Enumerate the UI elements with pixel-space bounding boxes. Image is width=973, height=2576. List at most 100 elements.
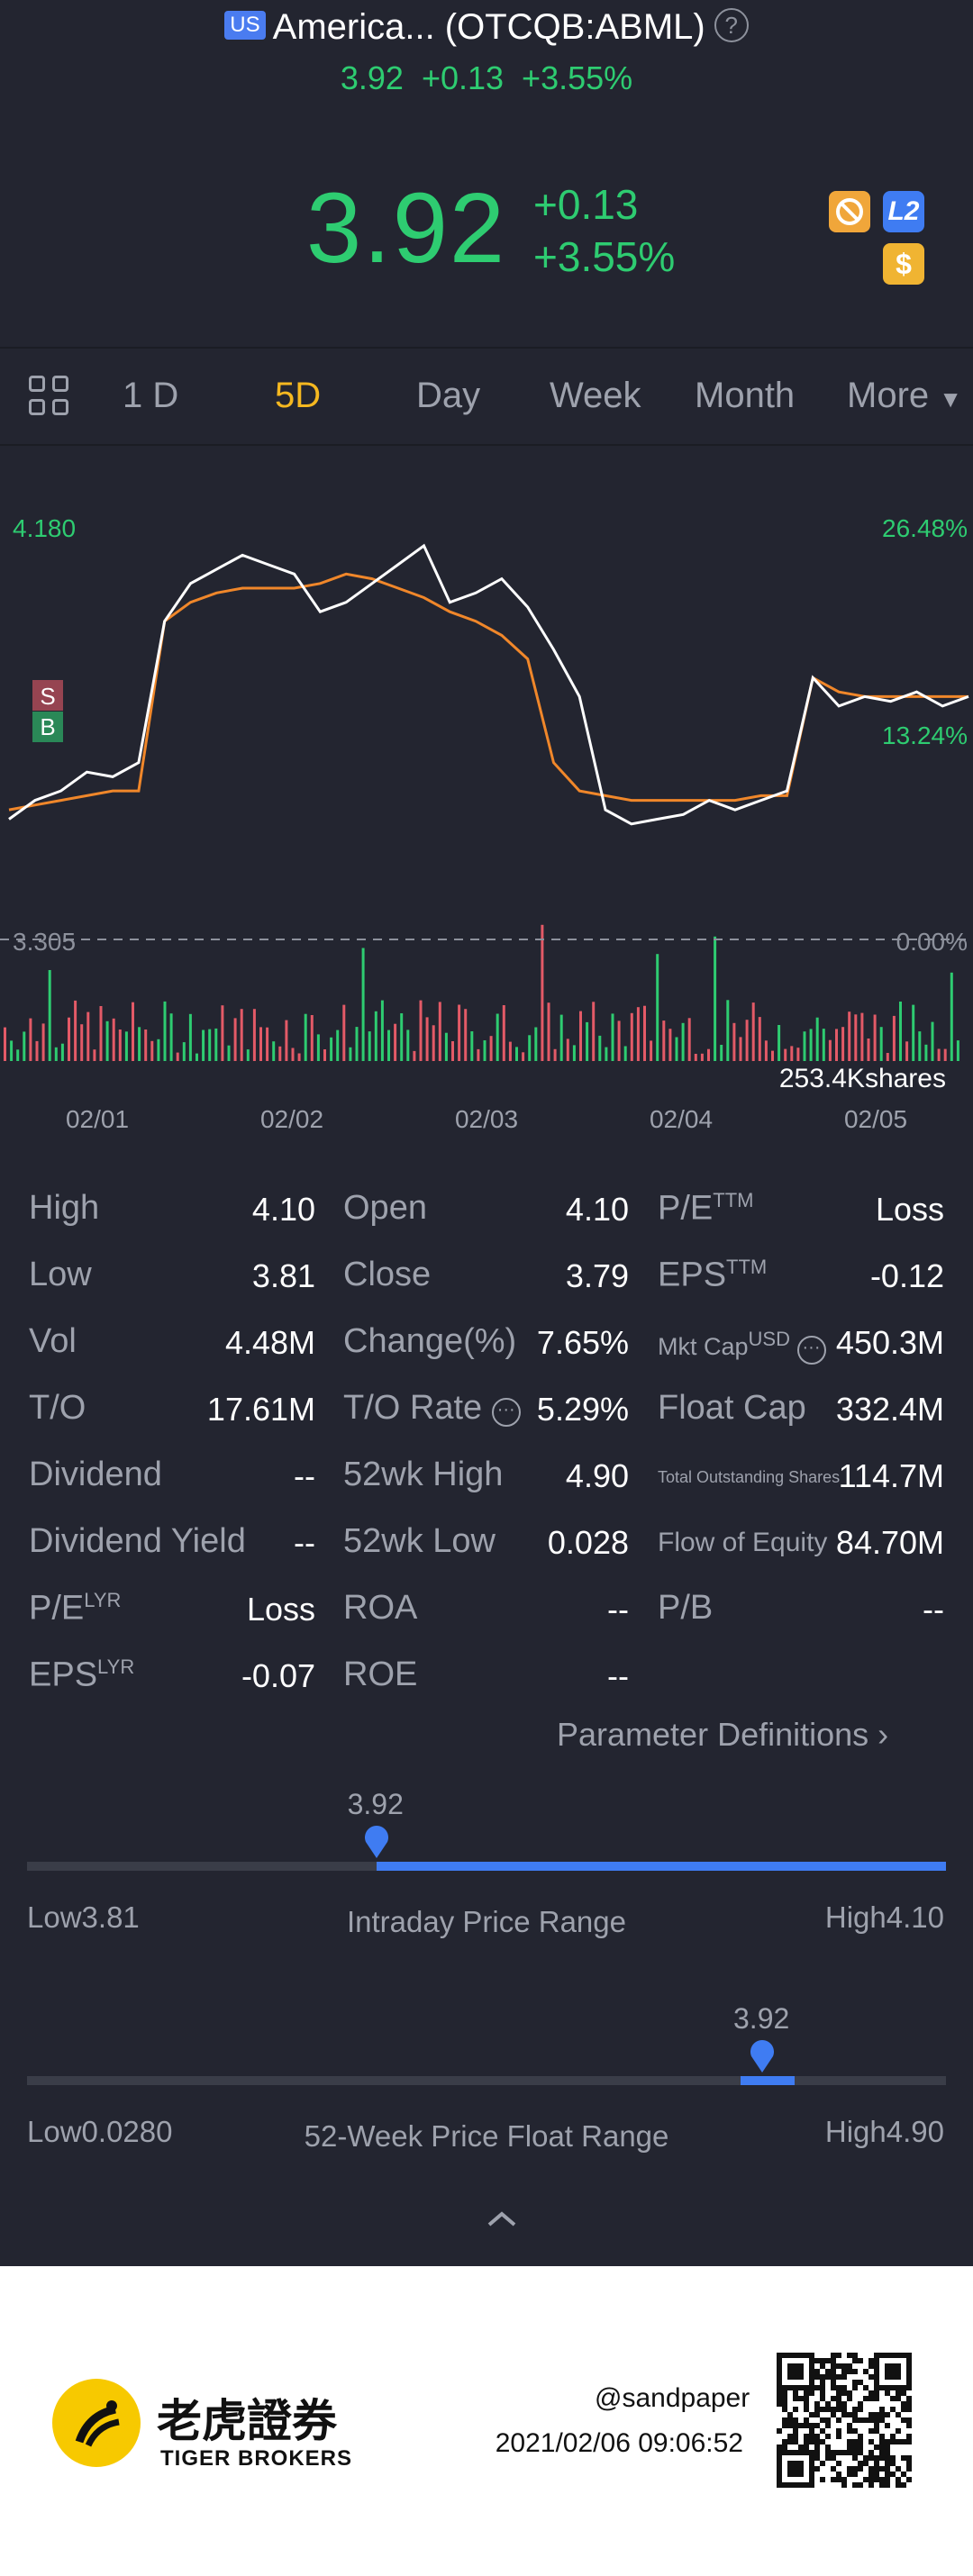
price-change: +0.13 — [533, 181, 639, 228]
volume-bar — [60, 1043, 64, 1061]
sell-marker-label: S — [40, 683, 55, 710]
volume-bar — [899, 1002, 902, 1061]
volume-bar — [867, 1039, 870, 1061]
stat-label-float-cap: Float Cap — [658, 1389, 806, 1427]
volume-bar — [163, 1001, 167, 1061]
volume-bar — [784, 1048, 787, 1061]
more-info-icon[interactable]: ··· — [796, 1336, 826, 1365]
volume-bar — [438, 1002, 441, 1061]
tab-5d[interactable]: 5D — [275, 376, 322, 415]
trade-markers: S B — [32, 680, 63, 742]
volume-bar — [586, 1021, 589, 1061]
stat-value-high: 4.10 — [251, 1191, 315, 1228]
header-change-pct: +3.55% — [522, 59, 633, 96]
volume-bar — [68, 1017, 70, 1061]
parameter-definitions-link[interactable]: Parameter Definitions › — [557, 1716, 888, 1754]
stat-value-total-shares: 114.7M — [838, 1457, 944, 1494]
volume-bar — [10, 1040, 14, 1061]
stat-label-eps-lyr: EPSLYR — [29, 1655, 134, 1695]
volume-bar — [124, 1031, 128, 1061]
stat-value-eps-ttm: -0.12 — [869, 1257, 944, 1294]
week52-fill — [741, 2076, 795, 2085]
volume-bar — [854, 1014, 858, 1061]
tab-more[interactable]: More ▼ — [847, 376, 962, 416]
week52-low-label: Low — [27, 2115, 82, 2148]
header-price: 3.92 — [340, 59, 404, 96]
volume-bar — [828, 1039, 832, 1061]
volume-bar — [380, 1000, 384, 1061]
volume-bar — [860, 1012, 864, 1061]
volume-bar — [496, 1013, 499, 1061]
volume-bar — [528, 1035, 532, 1061]
volume-bar — [931, 1021, 934, 1061]
price-chart[interactable]: S B 4.180 3.305 26.48% 13.24% 0.00% 253.… — [0, 450, 973, 1135]
intraday-low-label: Low — [27, 1900, 82, 1934]
volume-bar — [636, 1007, 640, 1061]
stat-label-pe-ttm: P/ETTM — [658, 1189, 753, 1229]
volume-bar — [355, 1027, 359, 1061]
volume-bar — [132, 1002, 134, 1061]
volume-bar — [138, 1027, 141, 1061]
stat-value-eps-lyr: -0.07 — [241, 1657, 315, 1694]
volume-bar — [777, 1025, 781, 1061]
volume-bar — [822, 1029, 825, 1061]
volume-bar — [144, 1029, 148, 1061]
tab-month[interactable]: Month — [695, 376, 796, 415]
volume-bar — [342, 1004, 346, 1061]
stat-value-roe: -- — [607, 1657, 629, 1694]
volume-bar — [707, 1048, 710, 1061]
stat-value-open: 4.10 — [565, 1191, 629, 1228]
volume-bar — [848, 1011, 851, 1061]
stat-value-pb: -- — [923, 1591, 944, 1628]
level2-icon[interactable]: L2 — [883, 191, 924, 232]
volume-bar — [4, 1027, 6, 1061]
intraday-low: Low3.81 — [27, 1900, 140, 1935]
stat-value-flow-equity: 84.70M — [835, 1524, 944, 1561]
volume-bar — [796, 1048, 800, 1061]
no-short-icon[interactable] — [829, 191, 870, 232]
volume-bar — [278, 1046, 282, 1061]
volume-bar — [310, 1015, 314, 1061]
volume-bar — [739, 1037, 742, 1061]
volume-bar — [233, 1018, 237, 1061]
stat-value-to: 17.61M — [206, 1391, 315, 1428]
tab-day[interactable]: Day — [416, 376, 481, 415]
tab-1d[interactable]: 1 D — [123, 376, 179, 415]
volume-bar — [681, 1022, 685, 1061]
week52-high: High4.90 — [766, 2115, 944, 2149]
volume-bar — [956, 1040, 959, 1061]
stock-title: America... (OTCQB:ABML) — [272, 7, 705, 47]
volume-bar — [48, 970, 51, 1061]
week52-title: 52-Week Price Float Range — [304, 2119, 669, 2153]
y-label-pct-high: 26.48% — [882, 514, 968, 542]
volume-bar — [285, 1020, 288, 1061]
chevron-up-icon[interactable] — [484, 2207, 520, 2230]
volume-bar — [464, 1009, 468, 1061]
stat-value-close: 3.79 — [565, 1257, 629, 1294]
stat-value-roa: -- — [607, 1591, 629, 1628]
more-info-icon[interactable]: ··· — [491, 1398, 521, 1427]
x-label-0201: 02/01 — [66, 1105, 129, 1133]
question-circle-icon[interactable]: ? — [714, 8, 749, 42]
dollar-icon[interactable]: $ — [883, 243, 924, 285]
intraday-high-label: High — [824, 1900, 887, 1934]
volume-bar — [522, 1052, 525, 1061]
volume-bar — [291, 1048, 295, 1061]
volume-bar — [444, 1032, 448, 1061]
volume-bar — [572, 1045, 576, 1061]
volume-bar — [918, 1031, 922, 1061]
stat-value-vol: 4.48M — [224, 1324, 315, 1361]
volume-bar — [336, 1029, 340, 1061]
volume-bar — [541, 924, 544, 1061]
week52-current-value: 3.92 — [733, 2002, 790, 2035]
volume-bar — [458, 1004, 461, 1061]
stat-label-roe: ROE — [343, 1655, 418, 1693]
week52-high-label: High — [824, 2115, 887, 2148]
volume-bar — [483, 1040, 486, 1061]
location-pin-icon — [364, 1826, 388, 1858]
grid-icon[interactable] — [29, 376, 70, 417]
tab-week[interactable]: Week — [550, 376, 641, 415]
brand-name-cn: 老虎證券 — [157, 2396, 337, 2446]
volume-bar — [297, 1053, 301, 1061]
volume-bar — [150, 1040, 154, 1061]
